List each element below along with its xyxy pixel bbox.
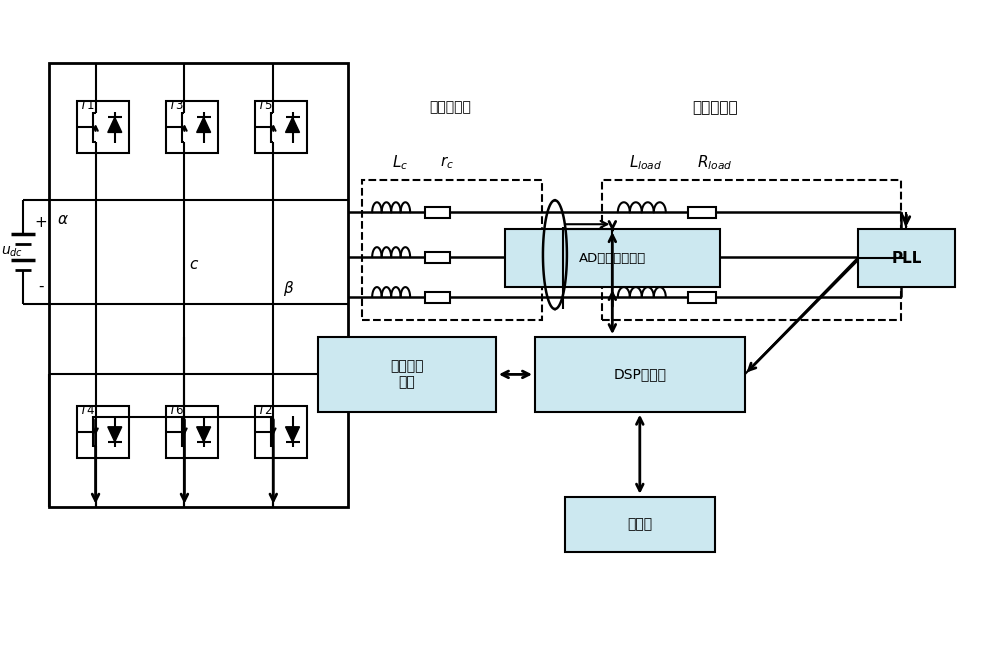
Bar <box>362 180 542 320</box>
Bar <box>318 337 496 412</box>
Text: $c$: $c$ <box>189 257 200 272</box>
Text: 驱动保护
电路: 驱动保护 电路 <box>390 359 424 389</box>
Text: 输出滤波器: 输出滤波器 <box>429 101 471 115</box>
Text: PLL: PLL <box>891 251 922 265</box>
Bar <box>166 406 218 457</box>
Bar <box>77 406 129 457</box>
Text: $T6$: $T6$ <box>168 404 184 416</box>
Polygon shape <box>108 427 122 442</box>
Bar <box>858 229 955 287</box>
Text: 触摸屏: 触摸屏 <box>627 517 652 531</box>
Polygon shape <box>197 427 211 442</box>
Bar <box>535 337 745 412</box>
Bar <box>255 101 307 154</box>
Bar <box>77 101 129 154</box>
Text: AD驱动保护电路: AD驱动保护电路 <box>579 252 646 265</box>
Text: $T3$: $T3$ <box>168 99 184 113</box>
Bar <box>425 291 450 303</box>
Text: $L_{load}$: $L_{load}$ <box>629 153 662 171</box>
Bar <box>505 229 720 287</box>
Text: -: - <box>38 279 43 293</box>
Text: $r_c$: $r_c$ <box>440 154 454 171</box>
Bar <box>166 101 218 154</box>
Bar <box>425 252 450 263</box>
Bar <box>255 406 307 457</box>
Text: $T2$: $T2$ <box>257 404 273 416</box>
Text: $L_c$: $L_c$ <box>392 153 408 171</box>
Text: DSP控制器: DSP控制器 <box>613 367 666 381</box>
Polygon shape <box>197 117 211 132</box>
Text: $T4$: $T4$ <box>79 404 95 416</box>
Bar <box>688 207 716 218</box>
Bar <box>602 180 901 320</box>
Bar <box>425 207 450 218</box>
Text: +: + <box>34 214 47 230</box>
Bar <box>688 291 716 303</box>
Bar <box>565 496 715 551</box>
Text: $R_{load}$: $R_{load}$ <box>697 153 732 171</box>
Polygon shape <box>286 117 300 132</box>
Text: $\beta$: $\beta$ <box>283 279 295 298</box>
Polygon shape <box>286 427 300 442</box>
Text: $T1$: $T1$ <box>79 99 95 113</box>
Bar <box>49 63 348 506</box>
Text: 电磁搅拌器: 电磁搅拌器 <box>692 100 738 115</box>
Text: $T5$: $T5$ <box>257 99 273 113</box>
Polygon shape <box>108 117 122 132</box>
Text: $u_{dc}$: $u_{dc}$ <box>1 245 23 260</box>
Text: $\alpha$: $\alpha$ <box>57 213 68 227</box>
